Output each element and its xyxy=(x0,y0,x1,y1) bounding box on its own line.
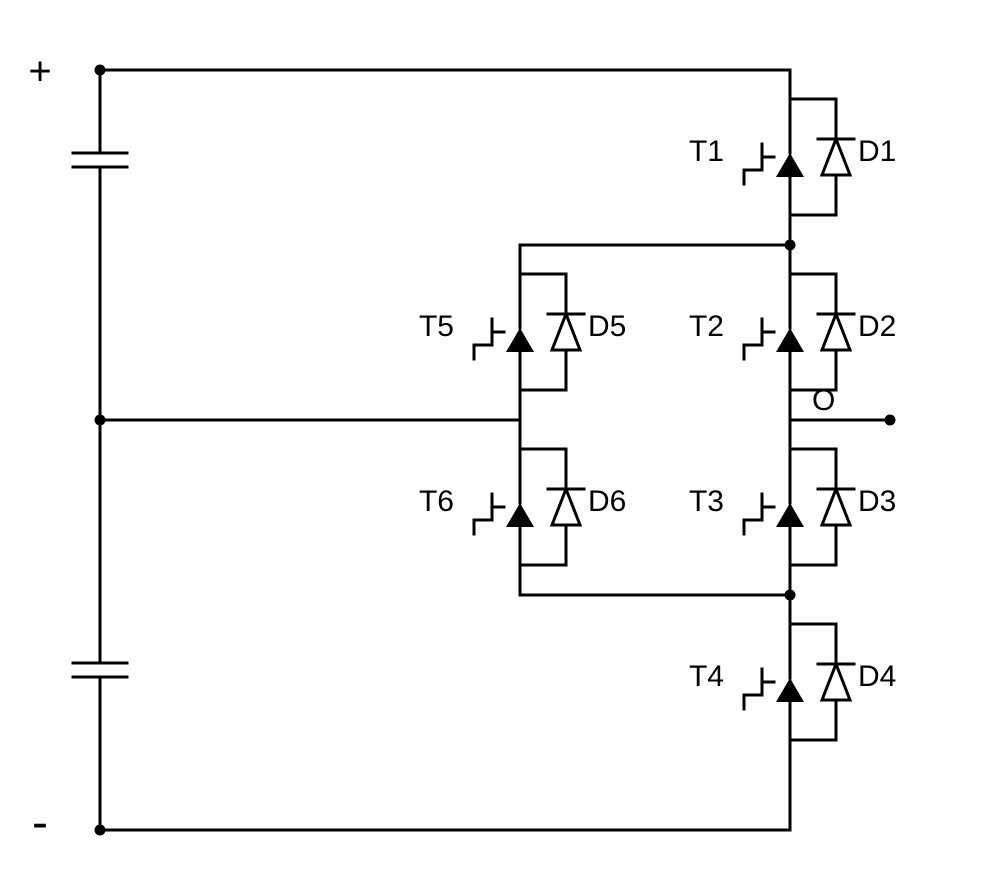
svg-text:T2: T2 xyxy=(689,310,724,343)
svg-text:T4: T4 xyxy=(689,660,724,693)
svg-text:T1: T1 xyxy=(689,135,724,168)
svg-text:D6: D6 xyxy=(588,485,626,518)
svg-text:D4: D4 xyxy=(858,660,896,693)
svg-text:D1: D1 xyxy=(858,135,896,168)
svg-text:-: - xyxy=(32,797,48,850)
svg-text:T6: T6 xyxy=(419,485,454,518)
T4D4: T4 D4 xyxy=(689,624,896,740)
svg-text:+: + xyxy=(28,50,51,94)
svg-text:O: O xyxy=(812,384,835,417)
T5D5: T5 D5 xyxy=(419,274,626,390)
svg-text:T5: T5 xyxy=(419,310,454,343)
T2D2: T2 D2 xyxy=(689,274,896,390)
svg-text:D3: D3 xyxy=(858,485,896,518)
T1D1: T1 D1 xyxy=(689,99,896,215)
svg-text:T3: T3 xyxy=(689,485,724,518)
svg-text:D5: D5 xyxy=(588,310,626,343)
T3D3: T3 D3 xyxy=(689,449,896,565)
T6D6: T6 D6 xyxy=(419,449,626,565)
svg-text:D2: D2 xyxy=(858,310,896,343)
